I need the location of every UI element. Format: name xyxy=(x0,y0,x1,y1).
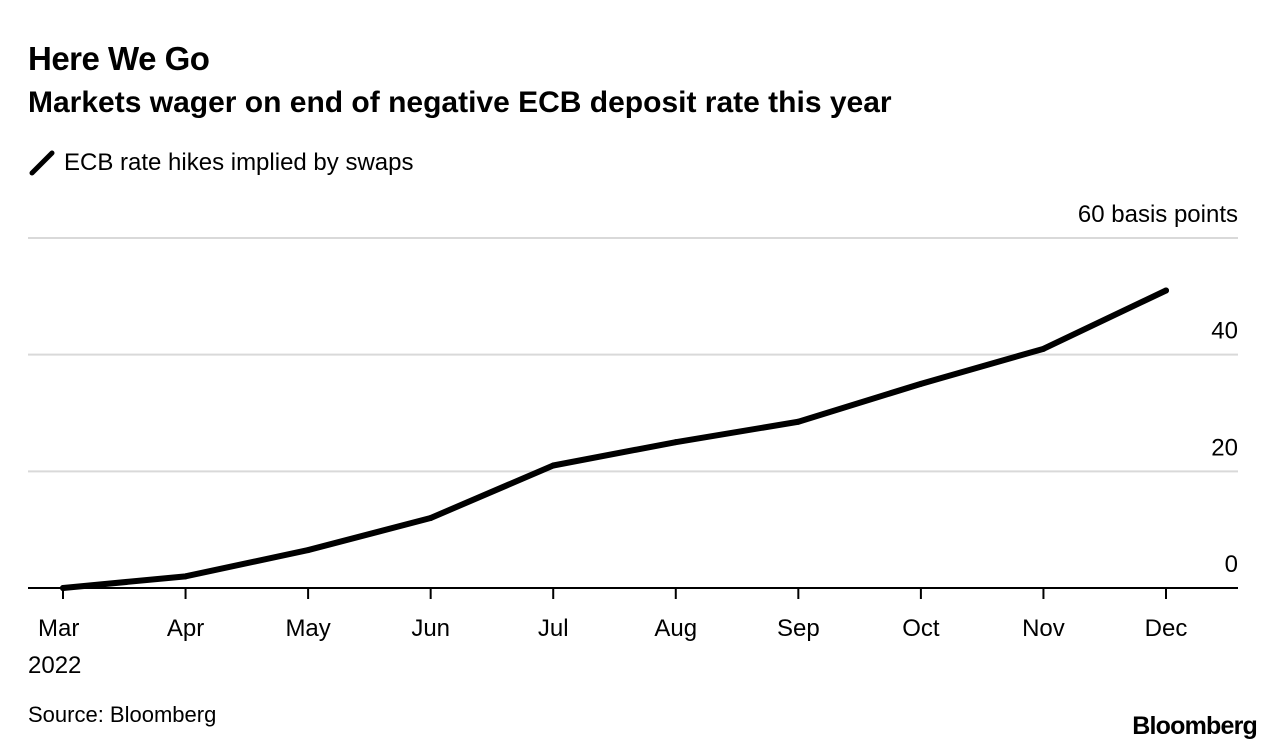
chart-title: Here We Go xyxy=(28,40,210,77)
data-point-oct xyxy=(917,380,924,387)
x-tick-label-jul: Jul xyxy=(538,615,569,642)
x-tick-label-apr: Apr xyxy=(167,615,204,642)
x-tick-label-nov: Nov xyxy=(1022,615,1065,642)
data-point-apr xyxy=(182,573,189,580)
data-point-nov xyxy=(1040,345,1047,352)
x-year-label: 2022 xyxy=(28,652,81,679)
x-tick-label-oct: Oct xyxy=(902,615,940,642)
y-tick-label-0: 0 xyxy=(1225,551,1238,578)
source-note: Source: Bloomberg xyxy=(28,702,217,727)
line-swatch-icon xyxy=(29,150,55,176)
data-point-dec xyxy=(1163,287,1169,294)
x-tick-label-may: May xyxy=(285,615,330,642)
x-tick-label-mar: Mar xyxy=(38,615,79,642)
data-point-sep xyxy=(795,418,802,425)
series-line-0 xyxy=(60,287,1169,591)
x-tick-label-jun: Jun xyxy=(411,615,450,642)
x-tick-label-dec: Dec xyxy=(1145,615,1188,642)
y-tick-label-20: 20 xyxy=(1211,434,1238,461)
data-point-may xyxy=(305,547,312,554)
data-point-mar xyxy=(60,585,66,591)
x-tick-label-sep: Sep xyxy=(777,615,820,642)
legend: ECB rate hikes implied by swaps xyxy=(28,146,413,180)
bloomberg-logo: Bloomberg xyxy=(1132,712,1258,740)
data-point-jun xyxy=(427,515,434,521)
chart-subtitle: Markets wager on end of negative ECB dep… xyxy=(28,86,892,119)
data-point-jul xyxy=(550,462,557,469)
y-tick-label-60: 60 basis points xyxy=(1078,201,1238,228)
y-tick-label-40: 40 xyxy=(1211,318,1238,345)
legend-label: ECB rate hikes implied by swaps xyxy=(64,149,414,176)
x-tick-label-aug: Aug xyxy=(654,615,697,642)
data-point-aug xyxy=(672,439,679,446)
